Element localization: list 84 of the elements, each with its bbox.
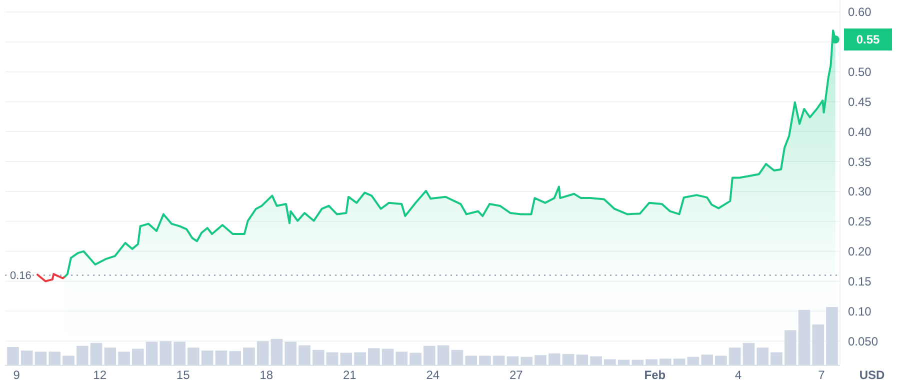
- bar: [284, 342, 297, 365]
- y-tick-label: 0.20: [848, 244, 872, 259]
- bar: [326, 352, 338, 365]
- bar: [76, 346, 88, 365]
- bar: [90, 342, 102, 365]
- x-tick-label: 15: [176, 368, 190, 382]
- bar: [728, 348, 741, 365]
- bar: [479, 356, 491, 365]
- x-tick-label: 9: [13, 368, 20, 382]
- bar: [492, 356, 505, 365]
- bar: [7, 347, 19, 365]
- bar: [742, 342, 755, 365]
- bar: [229, 351, 241, 365]
- x-tick-label: 24: [426, 368, 440, 382]
- bar: [576, 354, 588, 365]
- bar: [201, 350, 214, 365]
- bar: [215, 350, 228, 365]
- bar: [562, 354, 574, 365]
- bar: [520, 356, 533, 365]
- bar: [270, 338, 283, 365]
- x-tick-label: 4: [734, 368, 742, 382]
- bar: [437, 345, 450, 365]
- bar: [410, 352, 422, 365]
- bar: [340, 352, 352, 365]
- bar: [174, 342, 186, 365]
- bar: [798, 310, 810, 365]
- y-tick-label: 0.40: [848, 124, 872, 139]
- bar: [548, 353, 560, 365]
- bar: [188, 348, 200, 365]
- x-tick-label: 21: [342, 368, 357, 382]
- bar: [48, 352, 61, 365]
- bar: [62, 356, 74, 365]
- bar: [382, 348, 394, 365]
- bar: [132, 348, 144, 365]
- y-tick-label: 0.30: [848, 184, 872, 199]
- bar: [534, 355, 546, 365]
- y-tick-label: 0.35: [848, 154, 872, 169]
- x-tick-label: Feb: [644, 368, 666, 382]
- bar: [424, 346, 436, 365]
- bar: [826, 307, 838, 365]
- bar: [632, 360, 644, 365]
- ref-line-label: 0.16: [10, 270, 32, 282]
- y-tick-label: 0.50: [848, 65, 872, 80]
- bar: [812, 324, 824, 365]
- bar: [660, 358, 672, 365]
- x-tick-label: 18: [260, 368, 274, 382]
- bar: [256, 341, 269, 365]
- y-axis-title: USD: [859, 368, 885, 382]
- bar: [687, 356, 700, 365]
- bar: [770, 352, 782, 365]
- bar: [396, 352, 408, 365]
- bar: [243, 348, 255, 365]
- bar: [715, 356, 727, 365]
- y-tick-label: 0.45: [848, 94, 872, 109]
- bar: [465, 356, 477, 365]
- y-tick-label: 0.25: [848, 214, 872, 229]
- bar: [618, 360, 630, 365]
- y-tick-label: 0.10: [848, 304, 872, 318]
- bar: [590, 356, 602, 365]
- annotation: 0.55: [856, 32, 880, 47]
- y-tick-label: 0.15: [848, 274, 872, 288]
- bar: [368, 348, 380, 365]
- bar: [146, 342, 158, 365]
- bar: [118, 352, 130, 365]
- y-tick-label: 0.050: [848, 334, 878, 348]
- bar: [451, 350, 464, 365]
- bar: [673, 358, 686, 365]
- y-tick-label: 0.60: [848, 5, 872, 20]
- bar: [104, 348, 116, 365]
- x-tick-label: 27: [510, 368, 524, 382]
- bar: [506, 356, 519, 365]
- bar: [312, 350, 324, 365]
- bar: [354, 352, 366, 365]
- bar: [298, 345, 310, 365]
- bar: [20, 350, 33, 365]
- x-tick-label: 7: [818, 368, 826, 382]
- bar: [756, 348, 769, 365]
- bar: [604, 359, 616, 365]
- bar: [701, 354, 713, 365]
- bar: [784, 330, 796, 365]
- x-tick-label: 12: [93, 368, 107, 382]
- bar: [160, 341, 172, 365]
- bar: [34, 352, 47, 365]
- bar: [646, 359, 658, 365]
